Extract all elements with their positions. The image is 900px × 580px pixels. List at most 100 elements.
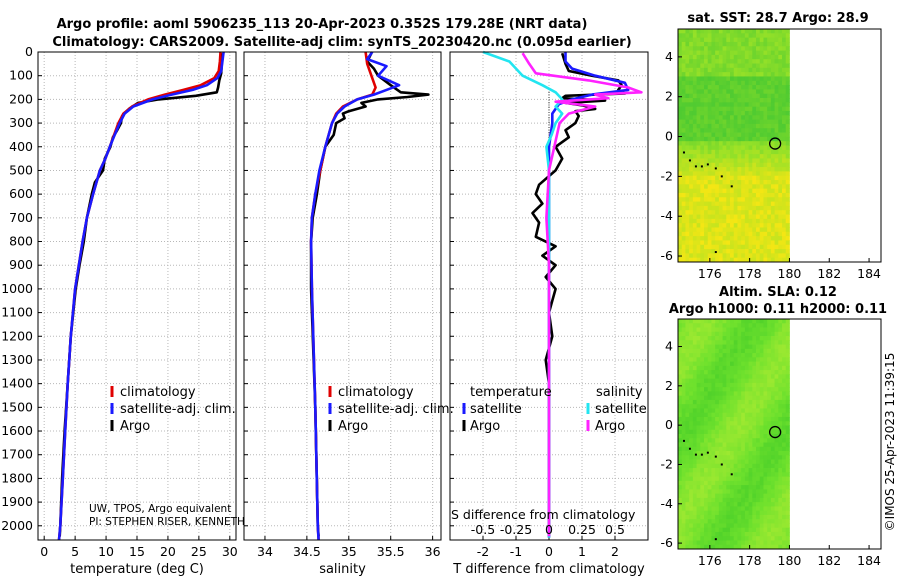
heatmap-cell <box>748 357 753 362</box>
heatmap-cell <box>730 463 735 469</box>
heatmap-cell <box>752 340 757 345</box>
heatmap-cell <box>774 37 779 43</box>
heatmap-cell <box>700 50 705 56</box>
heatmap-cell <box>722 85 727 90</box>
series-line-satellite-adj-clim- <box>309 51 401 541</box>
map-x-tick-label: 180 <box>778 553 802 568</box>
heatmap-cell <box>711 370 716 375</box>
heatmap-cell <box>767 223 772 228</box>
heatmap-cell <box>722 425 727 431</box>
heatmap-cell <box>763 340 768 345</box>
heatmap-cell <box>707 370 712 375</box>
heatmap-cell <box>770 29 775 34</box>
heatmap-cell <box>715 128 720 133</box>
heatmap-cell <box>704 331 709 337</box>
map-y-tick-label: 2 <box>665 89 673 104</box>
heatmap-cell <box>767 382 772 388</box>
heatmap-cell <box>763 459 768 465</box>
heatmap-cell <box>744 110 749 116</box>
heatmap-cell <box>718 188 723 194</box>
heatmap-cell <box>678 374 683 380</box>
heatmap-cell <box>718 236 723 241</box>
heatmap-cell <box>770 519 775 524</box>
heatmap-cell <box>678 132 683 138</box>
heatmap-cell <box>692 214 697 220</box>
heatmap-cell <box>700 201 705 207</box>
y-tick-label: 800 <box>9 234 33 249</box>
heatmap-cell <box>715 115 720 121</box>
heatmap-cell <box>778 353 783 358</box>
heatmap-cell <box>718 497 723 503</box>
heatmap-cell <box>681 197 686 202</box>
legend-label-temp-argo: Argo <box>470 419 500 434</box>
heatmap-cell <box>756 365 761 371</box>
heatmap-cell <box>756 249 761 254</box>
heatmap-cell <box>692 50 697 56</box>
heatmap-cell <box>715 37 720 43</box>
heatmap-cell <box>726 459 731 465</box>
heatmap-cell <box>756 323 761 328</box>
heatmap-cell <box>767 54 772 60</box>
heatmap-cell <box>696 340 701 345</box>
heatmap-cell <box>707 442 712 448</box>
heatmap-cell <box>711 408 716 414</box>
heatmap-cell <box>700 158 705 164</box>
heatmap-cell <box>715 408 720 414</box>
heatmap-cell <box>756 446 761 452</box>
heatmap-cell <box>763 489 768 495</box>
heatmap-cell <box>748 50 753 56</box>
argo-position-marker <box>768 425 782 439</box>
heatmap-cell <box>756 489 761 495</box>
heatmap-cell <box>685 67 690 73</box>
heatmap-cell <box>782 468 787 473</box>
heatmap-cell <box>685 136 690 142</box>
heatmap-cell <box>733 106 738 112</box>
heatmap-cell <box>722 33 727 39</box>
heatmap-cell <box>778 249 783 254</box>
heatmap-cell <box>744 214 749 220</box>
heatmap-cell <box>692 98 697 103</box>
heatmap-cell <box>681 180 686 185</box>
heatmap-cell <box>718 41 723 47</box>
heatmap-cell <box>696 344 701 350</box>
heatmap-cell <box>752 89 757 95</box>
heatmap-cell <box>785 340 790 345</box>
heatmap-cell <box>756 218 761 224</box>
heatmap-cell <box>774 123 779 129</box>
heatmap-cell <box>782 378 787 384</box>
heatmap-cell <box>700 145 705 151</box>
heatmap-cell <box>722 158 727 164</box>
heatmap-cell <box>700 446 705 452</box>
heatmap-cell <box>722 442 727 448</box>
heatmap-cell <box>704 218 709 224</box>
heatmap-cell <box>782 76 787 82</box>
heatmap-cell <box>778 497 783 503</box>
heatmap-cell <box>689 425 694 431</box>
heatmap-cell <box>718 331 723 337</box>
heatmap-cell <box>692 327 697 333</box>
heatmap-cell <box>696 429 701 435</box>
heatmap-cell <box>785 98 790 103</box>
heatmap-cell <box>689 37 694 43</box>
heatmap-cell <box>737 451 742 456</box>
heatmap-cell <box>767 463 772 469</box>
heatmap-cell <box>741 89 746 95</box>
heatmap-cell <box>718 180 723 185</box>
heatmap-cell <box>756 201 761 207</box>
heatmap-cell <box>733 33 738 39</box>
heatmap-cell <box>785 408 790 414</box>
heatmap-cell <box>715 468 720 473</box>
heatmap-cell <box>767 455 772 460</box>
heatmap-cell <box>778 37 783 43</box>
heatmap-cell <box>707 249 712 254</box>
heatmap-cell <box>767 123 772 129</box>
heatmap-cell <box>733 502 738 507</box>
heatmap-cell <box>689 110 694 116</box>
heatmap-cell <box>704 438 709 443</box>
heatmap-cell <box>741 244 746 250</box>
heatmap-cell <box>785 421 790 426</box>
heatmap-cell <box>696 544 701 550</box>
heatmap-cell <box>685 455 690 460</box>
heatmap-cell <box>774 382 779 388</box>
heatmap-cell <box>767 257 772 263</box>
